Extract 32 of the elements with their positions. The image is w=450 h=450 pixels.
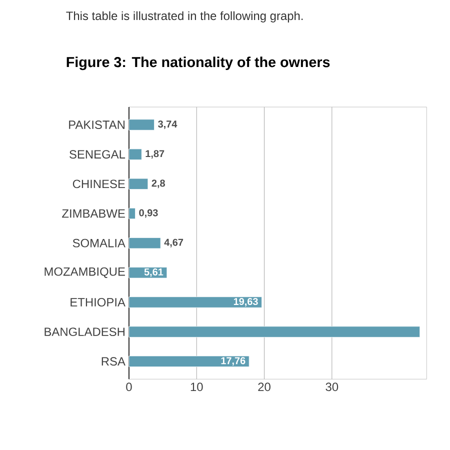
y-tick-label: MOZAMBIQUE: [44, 267, 125, 278]
data-label: 0,93: [139, 209, 158, 218]
data-label: 4,67: [164, 238, 184, 248]
x-tick-label: 20: [258, 382, 270, 392]
bar: [128, 119, 154, 130]
y-tick-label: ETHIOPIA: [70, 298, 126, 306]
data-label: 5,61: [144, 268, 164, 277]
y-tick-label: PAKISTAN: [69, 120, 124, 129]
bar: [128, 208, 136, 220]
bar: [128, 237, 161, 249]
data-label: 19,63: [234, 298, 258, 306]
bar: [128, 267, 168, 278]
y-tick-label: SOMALIA: [72, 238, 126, 248]
x-tick-label: 10: [190, 382, 203, 392]
text: This table is illustrated in the following graph.: [66, 11, 303, 22]
y-tick-label: BANGLADESH: [44, 328, 124, 336]
bar: [128, 356, 250, 367]
y-tick-label: RSA: [102, 357, 126, 366]
x-tick-label: 30: [326, 382, 338, 392]
bar: [128, 148, 142, 160]
chart-title: Figure 3: The nationality of the owners: [66, 56, 330, 70]
data-label: 17,76: [221, 357, 246, 366]
data-label: 3,74: [158, 120, 178, 130]
bar: [128, 178, 148, 190]
y-tick-label: ZIMBABWE: [62, 209, 125, 218]
y-tick-label: CHINESE: [72, 180, 125, 188]
data-label: 1,87: [146, 150, 164, 159]
bar: [128, 296, 262, 308]
data-label: 2,8: [152, 180, 165, 188]
bar: [128, 326, 420, 338]
y-tick-label: SENEGAL: [70, 150, 126, 159]
x-tick-label: 0: [126, 382, 132, 392]
